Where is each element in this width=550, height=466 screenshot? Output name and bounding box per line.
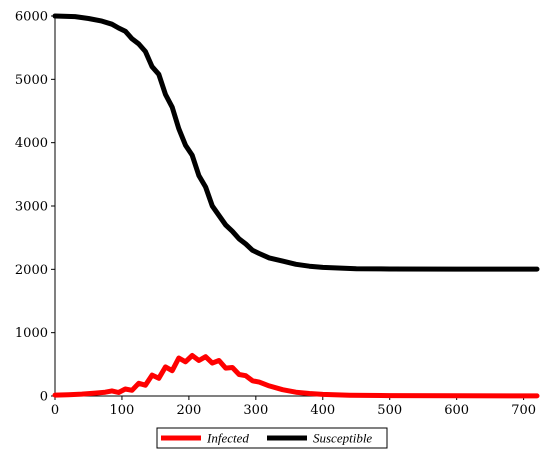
legend-label-infected: Infected [206, 431, 249, 446]
y-tick-label: 3000 [15, 200, 48, 215]
x-tick-label: 400 [310, 403, 335, 418]
y-tick-label: 1000 [15, 326, 48, 341]
x-tick-label: 200 [176, 403, 201, 418]
y-tick-label: 4000 [15, 136, 48, 151]
x-tick-label: 300 [243, 403, 268, 418]
legend: Infected Susceptible [156, 427, 388, 449]
series-line-susceptible [52, 13, 540, 272]
x-tick-label: 100 [110, 403, 135, 418]
x-tick-label: 600 [444, 403, 469, 418]
y-tick-label: 6000 [15, 10, 48, 25]
axes: 0 1000 2000 3000 4000 5000 6000 0 100 200 300 400 50… [15, 10, 537, 418]
x-tick-label: 500 [377, 403, 402, 418]
legend-label-susceptible: Susceptible [313, 431, 372, 446]
y-tick-label: 0 [40, 390, 48, 405]
series-line-infected [52, 353, 540, 399]
y-tick-label: 5000 [15, 73, 48, 88]
y-tick-label: 2000 [15, 263, 48, 278]
x-tick-label: 0 [51, 403, 59, 418]
series-layer [52, 13, 540, 399]
x-tick-label: 700 [511, 403, 536, 418]
